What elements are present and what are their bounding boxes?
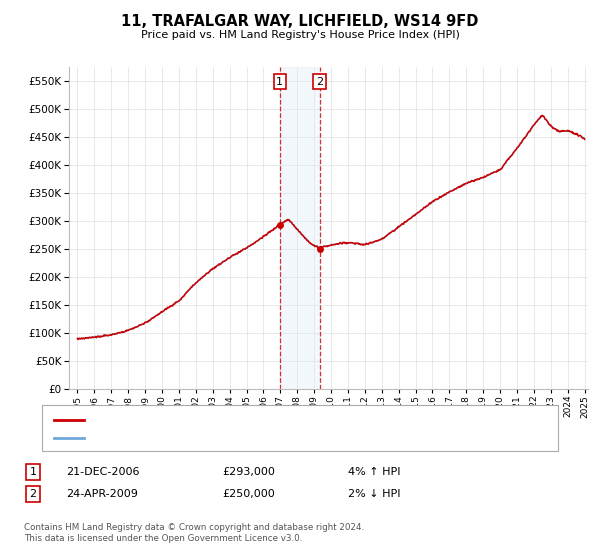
Text: 1: 1 xyxy=(29,467,37,477)
Text: 2% ↓ HPI: 2% ↓ HPI xyxy=(348,489,401,499)
Text: £293,000: £293,000 xyxy=(222,467,275,477)
Text: 1: 1 xyxy=(277,77,283,87)
Text: £250,000: £250,000 xyxy=(222,489,275,499)
Text: Contains HM Land Registry data © Crown copyright and database right 2024.
This d: Contains HM Land Registry data © Crown c… xyxy=(24,524,364,543)
Text: 2: 2 xyxy=(316,77,323,87)
Text: 21-DEC-2006: 21-DEC-2006 xyxy=(66,467,139,477)
Text: 11, TRAFALGAR WAY, LICHFIELD, WS14 9FD (detached house): 11, TRAFALGAR WAY, LICHFIELD, WS14 9FD (… xyxy=(93,414,401,424)
Text: 2: 2 xyxy=(29,489,37,499)
Text: HPI: Average price, detached house, Lichfield: HPI: Average price, detached house, Lich… xyxy=(93,433,320,443)
Text: 24-APR-2009: 24-APR-2009 xyxy=(66,489,138,499)
Text: 11, TRAFALGAR WAY, LICHFIELD, WS14 9FD: 11, TRAFALGAR WAY, LICHFIELD, WS14 9FD xyxy=(121,14,479,29)
Bar xyxy=(280,67,320,389)
Text: Price paid vs. HM Land Registry's House Price Index (HPI): Price paid vs. HM Land Registry's House … xyxy=(140,30,460,40)
Text: 4% ↑ HPI: 4% ↑ HPI xyxy=(348,467,401,477)
